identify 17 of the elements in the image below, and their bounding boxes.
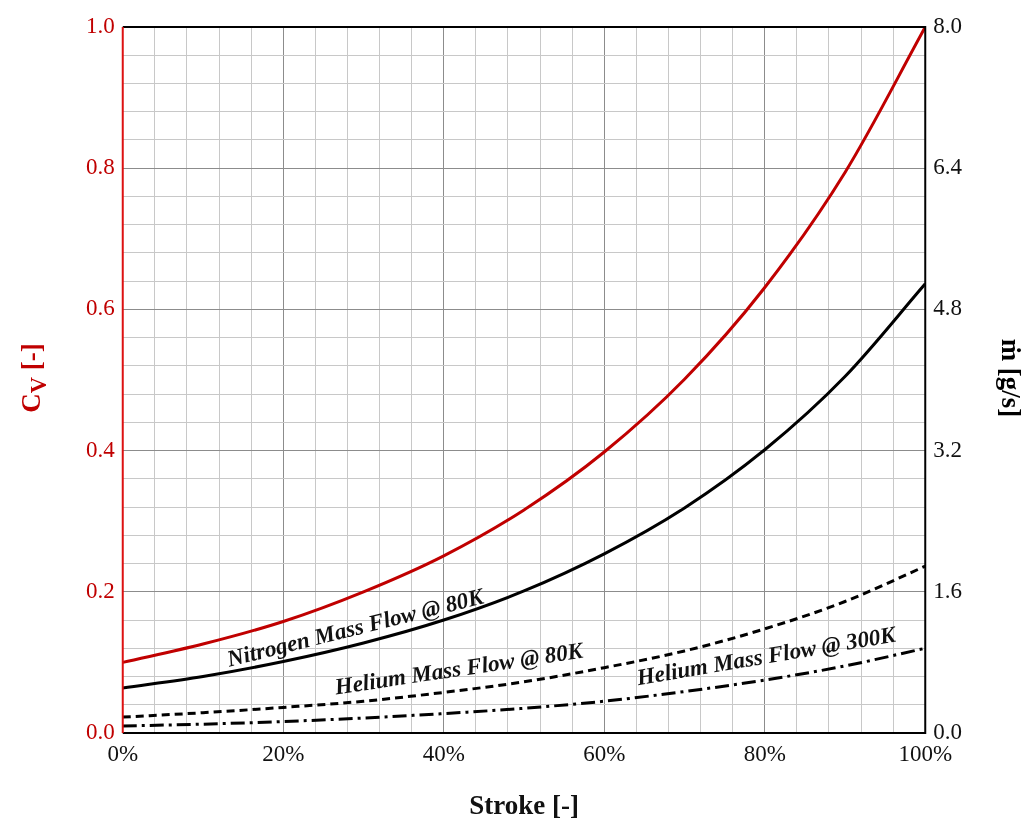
y-tick-label: 0.6 [86,295,115,321]
x-tick-label: 20% [262,740,305,766]
y2-axis-title: ṁ [g/s] [994,338,1026,418]
y-tick-label: 1.0 [86,13,115,39]
y2-tick-label: 8.0 [933,13,962,39]
y-tick-label: 0.8 [86,154,115,180]
x-tick-label: 40% [422,740,465,766]
annotation: Helium Mass Flow @ 300K [633,621,899,691]
y-tick-label: 0.2 [86,577,115,603]
x-tick-label: 60% [583,740,626,766]
x-tick-label: 80% [743,740,786,766]
y2-tick-label: 4.8 [933,295,962,321]
x-axis-title: Stroke [-] [469,789,579,820]
y2-tick-label: 1.6 [933,577,962,603]
y-tick-label: 0.4 [86,436,116,462]
y2-tick-label: 3.2 [933,436,962,462]
y2-tick-label: 6.4 [933,154,963,180]
